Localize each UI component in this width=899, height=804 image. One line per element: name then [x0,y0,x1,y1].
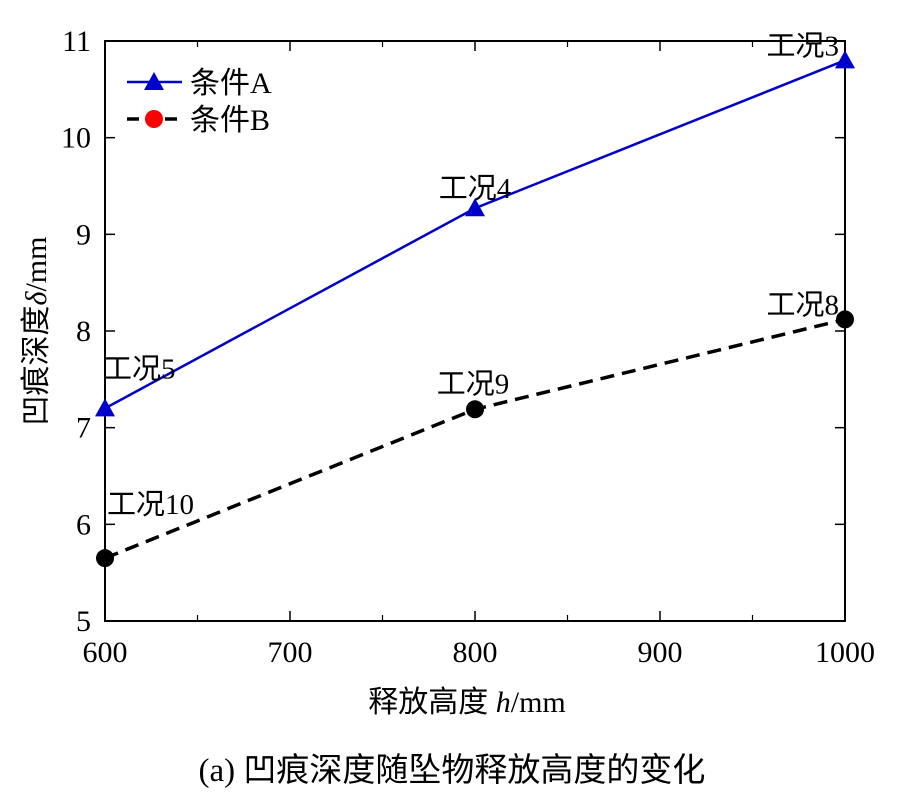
y-tick-label: 6 [76,508,91,541]
series-layer [95,50,855,568]
data-point-triangle [95,398,115,417]
point-label: 工况10 [107,489,194,521]
legend-label: 条件B [190,104,270,137]
point-label: 工况4 [439,173,512,205]
y-axis-title: 凹痕深度δ/mm [20,237,53,426]
x-tick-label: 700 [268,636,313,669]
y-tick-label: 5 [76,605,91,638]
legend-marker-triangle [144,72,164,90]
x-tick-label: 600 [83,636,128,669]
y-tick-label: 8 [76,315,91,348]
y-tick-label: 9 [76,218,91,251]
data-point-circle [96,549,114,568]
x-tick-label: 1000 [815,636,875,669]
data-point-circle [836,310,854,329]
point-label: 工况9 [437,368,510,400]
data-point-triangle [835,50,855,69]
figure-caption: (a) 凹痕深度随坠物释放高度的变化 [199,752,706,789]
x-tick-label: 900 [638,636,683,669]
x-axis-title: 释放高度 h/mm [368,686,566,719]
axis-ticks: 600 700 800 900 1000 5 6 7 8 9 10 11 [61,25,875,669]
legend-label: 条件A [190,67,272,100]
legend-marker-circle [145,110,163,128]
y-tick-label: 7 [76,412,91,445]
point-annotations: 工况5 工况4 工况3 工况10 工况9 工况8 [103,30,839,521]
legend: 条件A 条件B [127,67,272,137]
data-point-circle [466,400,484,419]
series-line [104,317,846,560]
point-label: 工况8 [766,289,839,321]
data-point-triangle [465,198,485,217]
x-tick-label: 800 [453,636,498,669]
y-tick-label: 11 [62,25,91,58]
y-tick-label: 10 [61,122,91,155]
point-label: 工况3 [766,30,839,62]
point-label: 工况5 [103,353,176,385]
